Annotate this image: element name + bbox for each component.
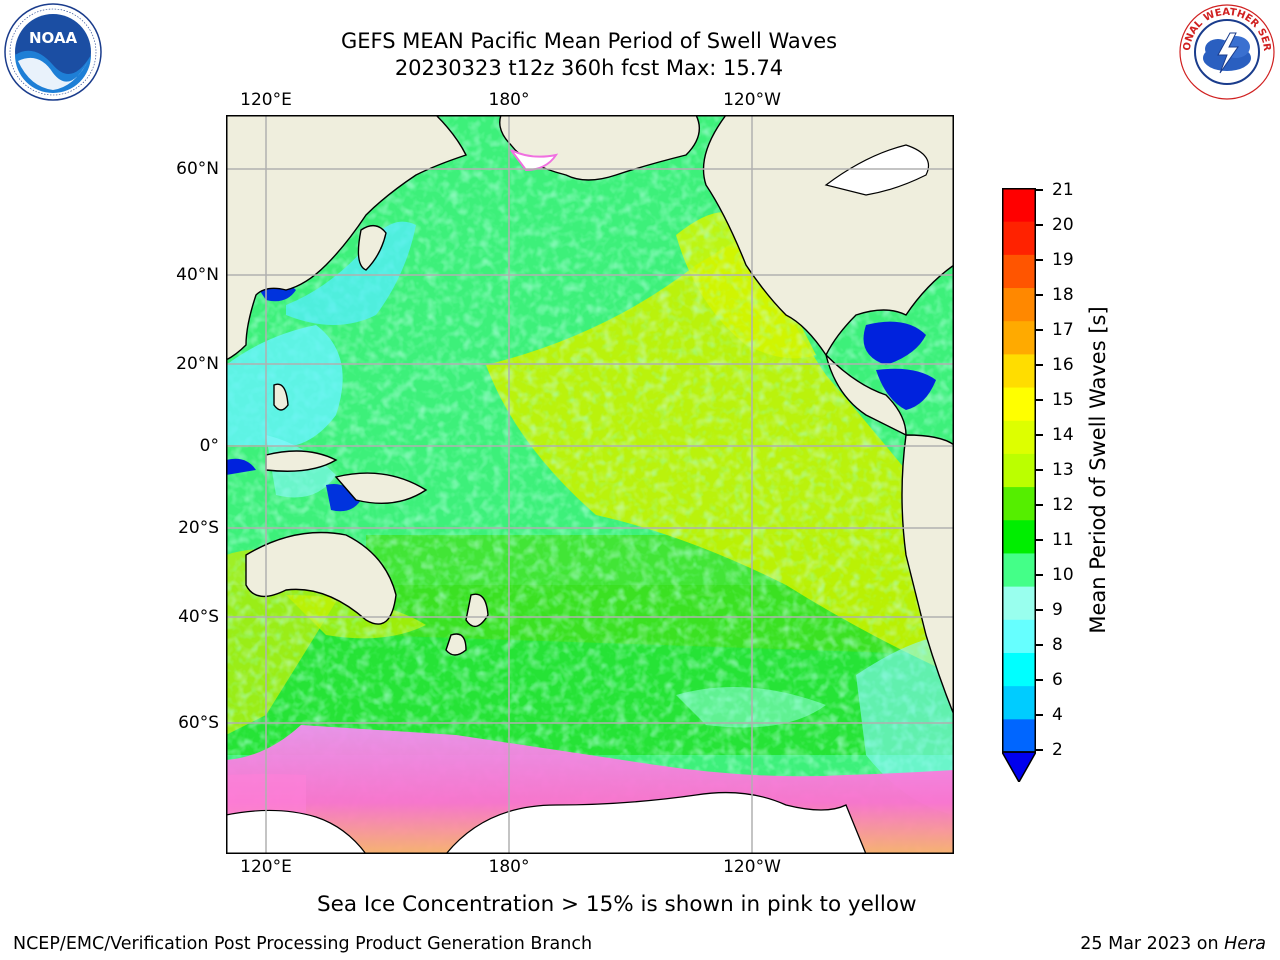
footer-right: 25 Mar 2023 on Hera — [1080, 933, 1266, 955]
lat-label-60n: 60°N — [176, 159, 219, 179]
colorbar-bin — [1002, 718, 1036, 753]
noaa-logo-text: NOAA — [29, 29, 78, 47]
colorbar-tick — [1036, 644, 1043, 646]
colorbar-bin — [1002, 221, 1036, 255]
colorbar-tick-label: 15 — [1052, 390, 1074, 410]
colorbar-bin — [1002, 685, 1036, 720]
colorbar-tick-label: 13 — [1052, 460, 1074, 480]
colorbar-tick — [1036, 189, 1043, 191]
colorbar-tick-label: 10 — [1052, 565, 1074, 585]
colorbar-frame — [1002, 188, 1036, 753]
lat-label-20s: 20°S — [178, 518, 219, 538]
colorbar-tick-label: 21 — [1052, 180, 1074, 200]
colorbar-tick-label: 18 — [1052, 285, 1074, 305]
colorbar-bin — [1002, 486, 1036, 521]
top-lon-label-120w: 120°W — [723, 90, 781, 110]
title-line-2: 20230323 t12z 360h fcst Max: 15.74 — [394, 56, 784, 80]
colorbar-tick-label: 8 — [1052, 635, 1063, 655]
colorbar-tick — [1036, 609, 1043, 611]
colorbar-bin — [1002, 254, 1036, 289]
colorbar-bin — [1002, 320, 1036, 355]
title-line-1: GEFS MEAN Pacific Mean Period of Swell W… — [340, 29, 838, 53]
colorbar-tick-label: 11 — [1052, 530, 1074, 550]
colorbar-bin — [1002, 519, 1036, 554]
nws-logo: NATIONAL WEATHER SERVICE — [1174, 0, 1276, 101]
footer-machine: Hera — [1224, 934, 1266, 954]
colorbar-tick — [1036, 749, 1043, 751]
colorbar-bin — [1002, 652, 1036, 687]
noaa-logo: NOAA — [4, 3, 102, 101]
lat-label-60s: 60°S — [178, 713, 219, 733]
colorbar-tick — [1036, 224, 1043, 226]
bottom-lon-label-120w: 120°W — [723, 857, 781, 877]
footer-left: NCEP/EMC/Verification Post Processing Pr… — [13, 934, 593, 954]
colorbar-bin — [1002, 353, 1036, 388]
colorbar — [1000, 188, 1038, 784]
lat-label-0: 0° — [199, 436, 219, 456]
lat-label-40s: 40°S — [178, 607, 219, 627]
top-lon-label-180: 180° — [488, 90, 530, 110]
colorbar-tick — [1036, 679, 1043, 681]
colorbar-tick — [1036, 329, 1043, 331]
colorbar-tick-label: 19 — [1052, 250, 1074, 270]
colorbar-tick-label: 17 — [1052, 320, 1074, 340]
colorbar-bin — [1002, 453, 1036, 488]
lat-label-20n: 20°N — [176, 354, 219, 374]
colorbar-bin — [1002, 586, 1036, 620]
colorbar-tick-label: 20 — [1052, 215, 1074, 235]
lat-label-40n: 40°N — [176, 265, 219, 285]
bottom-lon-label-180: 180° — [488, 857, 530, 877]
colorbar-extend-triangle — [1000, 751, 1038, 784]
sea-ice-caption: Sea Ice Concentration > 15% is shown in … — [317, 892, 917, 917]
colorbar-bin — [1002, 387, 1036, 421]
colorbar-tick-label: 2 — [1052, 740, 1063, 760]
colorbar-tick — [1036, 539, 1043, 541]
top-lon-label-120e: 120°E — [240, 90, 292, 110]
colorbar-tick — [1036, 504, 1043, 506]
colorbar-tick-label: 16 — [1052, 355, 1074, 375]
colorbar-tick — [1036, 399, 1043, 401]
colorbar-bin — [1002, 188, 1036, 222]
colorbar-tick — [1036, 259, 1043, 261]
colorbar-tick — [1036, 364, 1043, 366]
colorbar-tick-label: 12 — [1052, 495, 1074, 515]
colorbar-bin — [1002, 552, 1036, 587]
map-panel — [225, 114, 955, 855]
colorbar-tick-label: 14 — [1052, 425, 1074, 445]
map-svg — [225, 114, 955, 855]
footer-date: 25 Mar 2023 on — [1080, 934, 1225, 954]
colorbar-title-text: Mean Period of Swell Waves [s] — [1086, 306, 1110, 634]
colorbar-tick — [1036, 434, 1043, 436]
graticule — [226, 115, 954, 854]
map-frame — [226, 115, 954, 854]
colorbar-tick-label: 4 — [1052, 705, 1063, 725]
colorbar-tick — [1036, 294, 1043, 296]
colorbar-bin — [1002, 619, 1036, 653]
colorbar-bin — [1002, 287, 1036, 322]
colorbar-bin — [1002, 420, 1036, 454]
colorbar-tick-label: 6 — [1052, 670, 1063, 690]
colorbar-tick — [1036, 469, 1043, 471]
colorbar-svg — [1000, 188, 1038, 784]
bottom-lon-label-120e: 120°E — [240, 857, 292, 877]
colorbar-tick — [1036, 574, 1043, 576]
colorbar-tick-label: 9 — [1052, 600, 1063, 620]
colorbar-tick — [1036, 714, 1043, 716]
